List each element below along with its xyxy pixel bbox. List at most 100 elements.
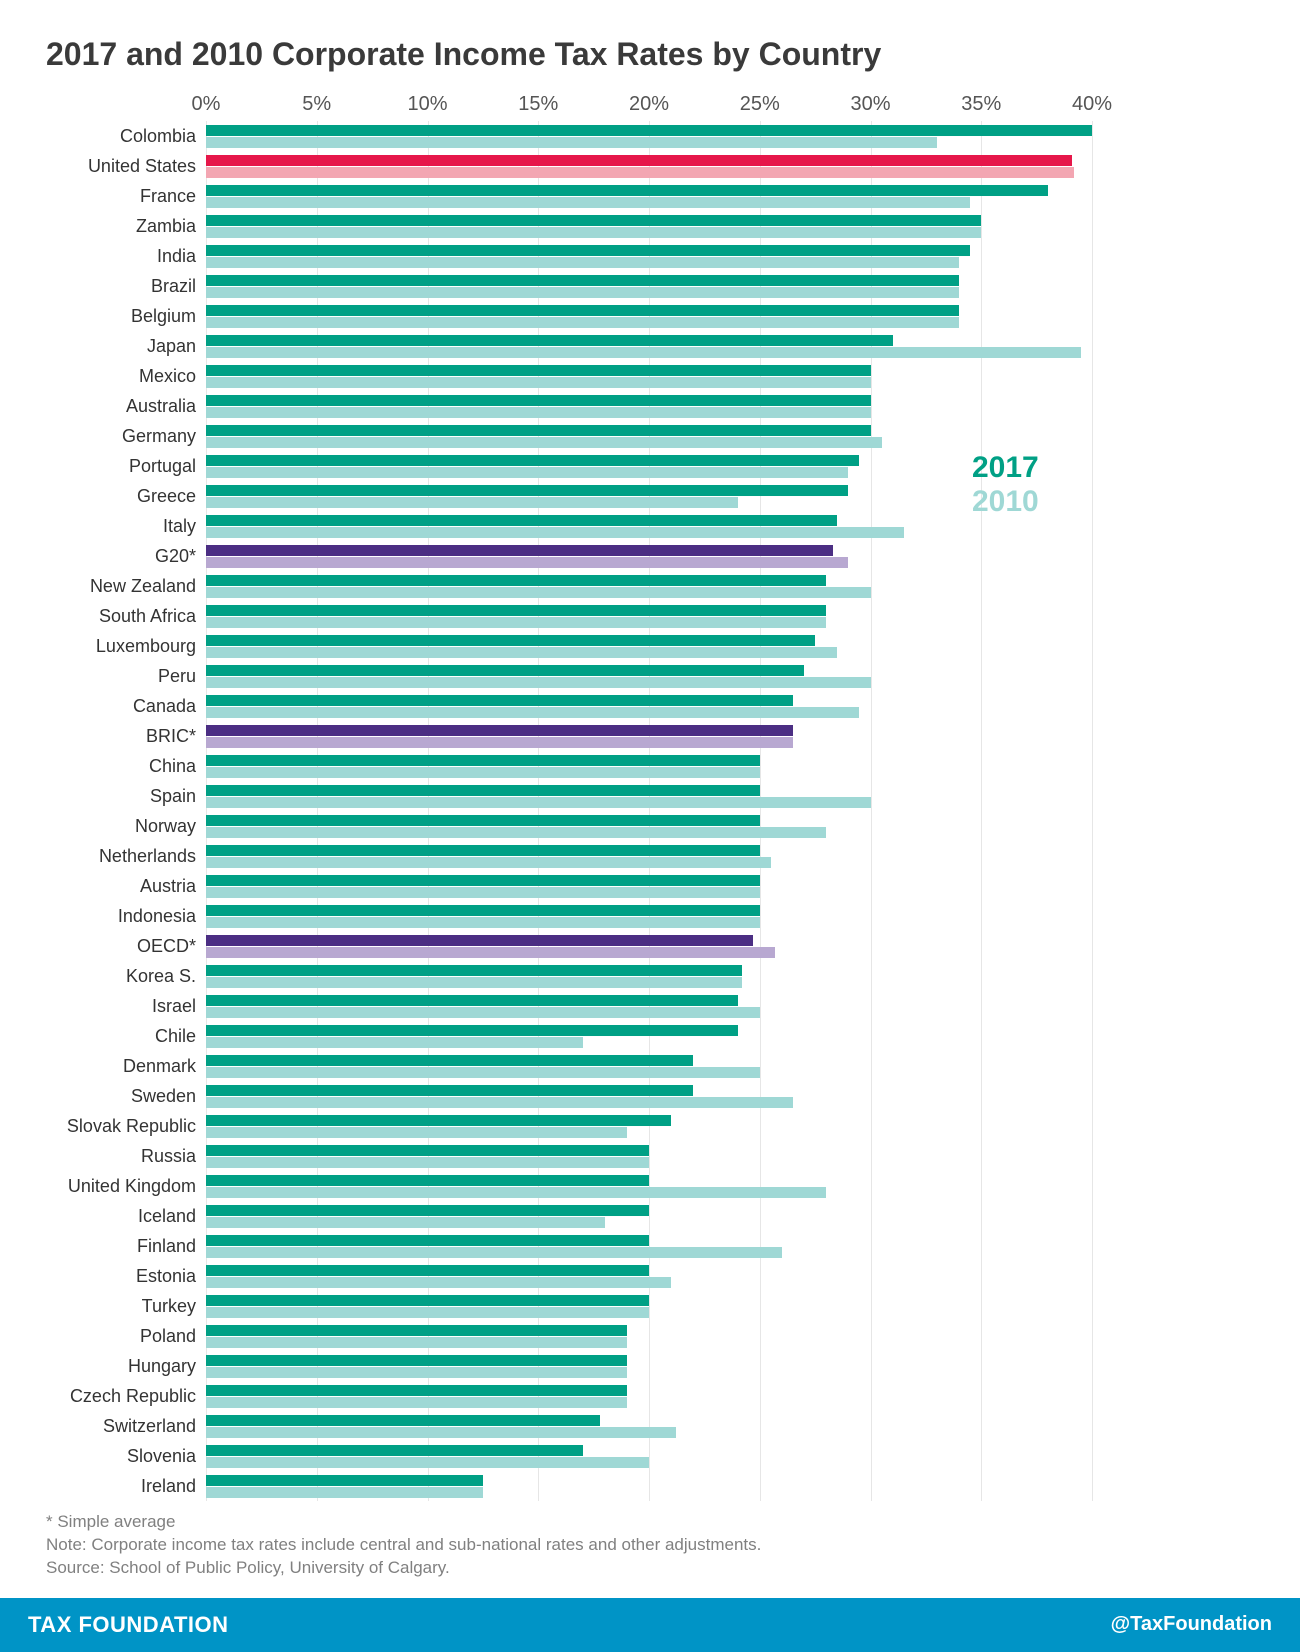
bar-2017 [206, 1025, 738, 1036]
country-label: New Zealand [46, 576, 206, 597]
footnote-line: Note: Corporate income tax rates include… [46, 1534, 1254, 1557]
country-label: Spain [46, 786, 206, 807]
bars-cell [206, 1261, 1092, 1291]
bar-2017 [206, 1085, 693, 1096]
chart-area: 0%5%10%15%20%25%30%35%40% ColombiaUnited… [0, 93, 1300, 1501]
bar-2010 [206, 857, 771, 868]
gridline [1092, 121, 1093, 1501]
country-label: Poland [46, 1326, 206, 1347]
bars-cell [206, 421, 1092, 451]
bar-2017 [206, 485, 848, 496]
country-label: Mexico [46, 366, 206, 387]
bar-2010 [206, 407, 871, 418]
bar-2010 [206, 647, 837, 658]
bars-cell [206, 961, 1092, 991]
country-label: Zambia [46, 216, 206, 237]
bar-2017 [206, 695, 793, 706]
bar-2010 [206, 1307, 649, 1318]
bars-cell [206, 811, 1092, 841]
bars-cell [206, 901, 1092, 931]
country-label: Greece [46, 486, 206, 507]
bars-cell [206, 1381, 1092, 1411]
bar-2017 [206, 665, 804, 676]
bar-2010 [206, 797, 871, 808]
table-row: Japan [46, 331, 1092, 361]
bar-2017 [206, 1295, 649, 1306]
country-label: Italy [46, 516, 206, 537]
legend-item: 2010 [972, 485, 1092, 519]
country-label: Colombia [46, 126, 206, 147]
bar-2017 [206, 725, 793, 736]
footnotes: * Simple averageNote: Corporate income t… [0, 1501, 1300, 1598]
table-row: Germany [46, 421, 1092, 451]
country-label: Ireland [46, 1476, 206, 1497]
table-row: Turkey [46, 1291, 1092, 1321]
table-row: Luxembourg [46, 631, 1092, 661]
bars-cell [206, 1171, 1092, 1201]
bar-2017 [206, 845, 760, 856]
bars-cell [206, 301, 1092, 331]
country-label: Korea S. [46, 966, 206, 987]
bar-2017 [206, 515, 837, 526]
bar-2010 [206, 677, 871, 688]
country-label: Israel [46, 996, 206, 1017]
bar-2010 [206, 1277, 671, 1288]
country-label: Norway [46, 816, 206, 837]
bar-2010 [206, 497, 738, 508]
bar-2010 [206, 257, 959, 268]
table-row: United States [46, 151, 1092, 181]
bar-2010 [206, 437, 882, 448]
bar-2017 [206, 455, 859, 466]
bar-2010 [206, 1457, 649, 1468]
country-label: Austria [46, 876, 206, 897]
bar-2010 [206, 827, 826, 838]
bar-2010 [206, 1247, 782, 1258]
bar-2017 [206, 875, 760, 886]
country-label: Turkey [46, 1296, 206, 1317]
table-row: Austria [46, 871, 1092, 901]
table-row: United Kingdom [46, 1171, 1092, 1201]
legend: 20172010 [972, 451, 1092, 519]
bar-2010 [206, 347, 1081, 358]
bars-cell [206, 541, 1092, 571]
table-row: Denmark [46, 1051, 1092, 1081]
bar-2017 [206, 965, 742, 976]
country-label: United Kingdom [46, 1176, 206, 1197]
table-row: Portugal [46, 451, 1092, 481]
table-row: Colombia [46, 121, 1092, 151]
bar-2010 [206, 1127, 627, 1138]
bars-cell [206, 241, 1092, 271]
bars-cell [206, 451, 1092, 481]
chart-container: 2017 and 2010 Corporate Income Tax Rates… [0, 0, 1300, 1652]
bar-2017 [206, 305, 959, 316]
footnote-line: Source: School of Public Policy, Univers… [46, 1557, 1254, 1580]
country-label: Netherlands [46, 846, 206, 867]
country-label: Estonia [46, 1266, 206, 1287]
country-label: Switzerland [46, 1416, 206, 1437]
bars-cell [206, 481, 1092, 511]
footnote-line: * Simple average [46, 1511, 1254, 1534]
bar-2017 [206, 395, 871, 406]
table-row: Estonia [46, 1261, 1092, 1291]
bar-2017 [206, 575, 826, 586]
bar-2010 [206, 707, 859, 718]
country-label: Australia [46, 396, 206, 417]
bars-cell [206, 661, 1092, 691]
bar-2017 [206, 245, 970, 256]
table-row: China [46, 751, 1092, 781]
bar-2017 [206, 1355, 627, 1366]
footer-handle: @TaxFoundation [1111, 1613, 1272, 1636]
legend-item: 2017 [972, 451, 1092, 485]
bar-rows: ColombiaUnited StatesFranceZambiaIndiaBr… [46, 93, 1092, 1501]
country-label: Germany [46, 426, 206, 447]
country-label: Portugal [46, 456, 206, 477]
bar-2017 [206, 125, 1092, 136]
bar-2017 [206, 995, 738, 1006]
table-row: Switzerland [46, 1411, 1092, 1441]
table-row: Russia [46, 1141, 1092, 1171]
bars-cell [206, 721, 1092, 751]
bar-2010 [206, 287, 959, 298]
table-row: Slovak Republic [46, 1111, 1092, 1141]
bars-cell [206, 751, 1092, 781]
bar-2010 [206, 977, 742, 988]
